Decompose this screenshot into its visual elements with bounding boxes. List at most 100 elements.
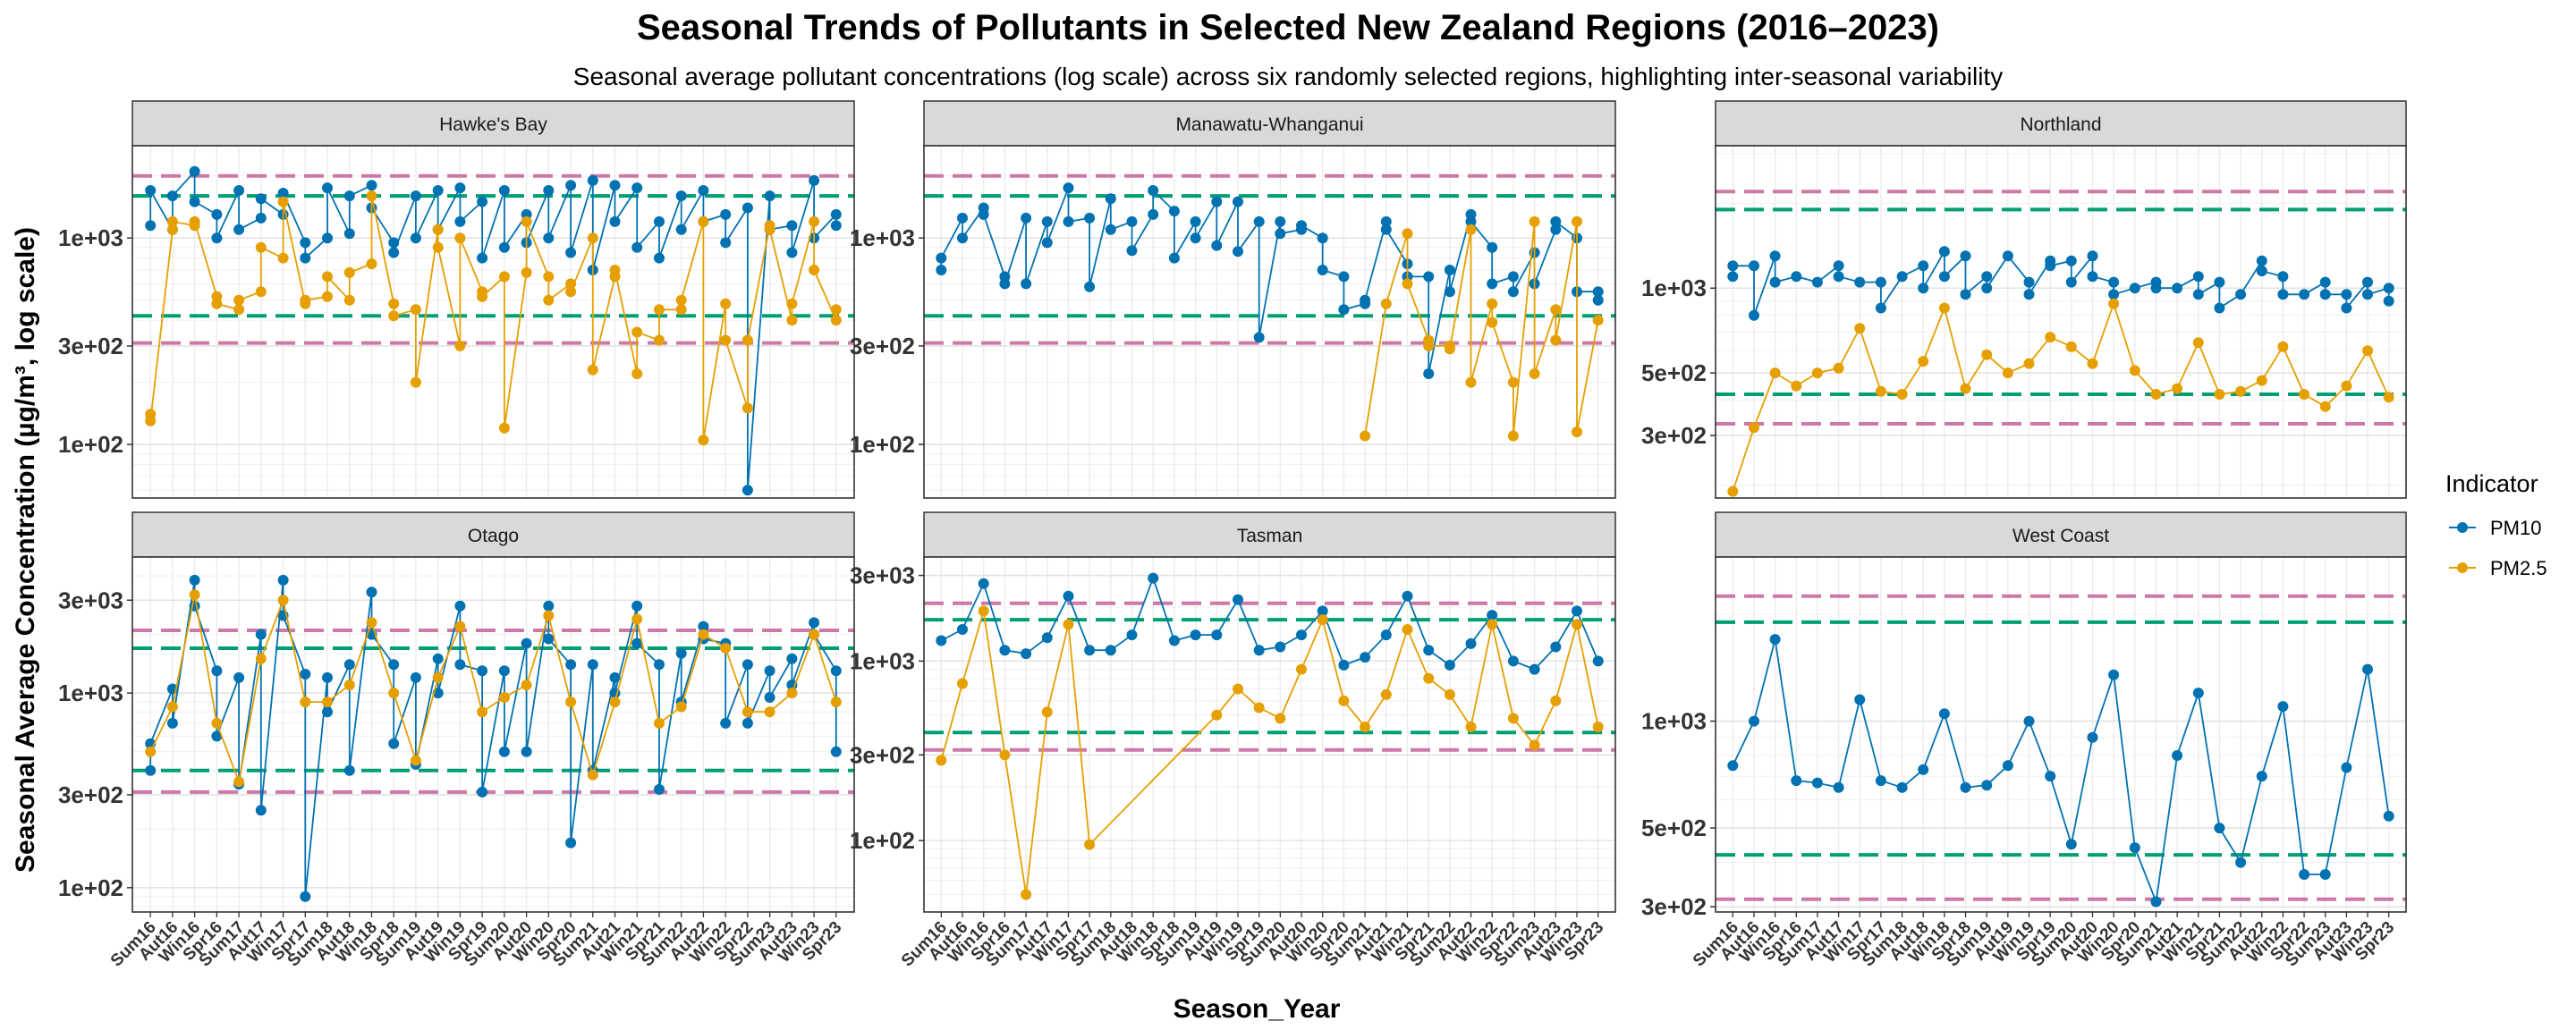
panel-hawke-s-bay-series-pm10-point xyxy=(498,241,510,253)
panel-tasman-series-pm10-point xyxy=(1487,610,1498,621)
panel-northland-series-pm2-5-point xyxy=(2383,392,2394,403)
panel-northland-y-tick-label: 3e+02 xyxy=(1641,422,1707,449)
panel-manawatu-whanganui-series-pm10-point xyxy=(1507,271,1519,283)
panel-otago-series-pm10-point xyxy=(166,717,178,729)
panel-tasman-series-pm2-5-point xyxy=(1380,688,1392,700)
panel-hawke-s-bay-series-pm10-point xyxy=(786,247,798,258)
panel-west-coast-series-pm10-point xyxy=(2192,688,2204,699)
panel-northland-series-pm10-point xyxy=(2319,289,2331,300)
panel-tasman-series-pm10-point xyxy=(1084,645,1096,656)
panel-northland-series-pm2-5-point xyxy=(2045,332,2056,343)
panel-hawke-s-bay-series-pm10-point xyxy=(454,215,466,227)
panel-northland-series-pm10-point xyxy=(1960,289,1971,300)
panel-northland-series-pm10-point xyxy=(2192,271,2204,283)
panel-manawatu-whanganui-series-pm10-point xyxy=(1550,215,1562,227)
panel-otago-series-pm10-point xyxy=(145,764,157,776)
panel-tasman-series-pm2-5-point xyxy=(1063,619,1074,630)
panel-hawke-s-bay-series-pm2-5-point xyxy=(720,298,732,309)
panel-manawatu-whanganui-series-pm2-5-point xyxy=(1592,315,1604,326)
panel-hawke-s-bay-series-pm10-point xyxy=(675,224,687,235)
panel-northland-series-pm10-point xyxy=(2235,289,2247,300)
panel-otago-series-pm10-point xyxy=(764,665,775,677)
panel-tasman-series-pm10-point xyxy=(1233,594,1243,605)
panel-otago-series-pm2-5-point xyxy=(410,755,421,766)
panel-manawatu-whanganui-series-pm10-point xyxy=(936,252,947,264)
panel-northland-series-pm2-5-point xyxy=(2087,358,2098,369)
panel-hawke-s-bay-series-pm2-5-point xyxy=(675,304,687,316)
panel-otago-series-pm2-5-point xyxy=(211,717,223,729)
panel-otago-series-pm10-point xyxy=(741,659,753,671)
panel-manawatu-whanganui-plot-area xyxy=(924,146,1615,498)
panel-hawke-s-bay-series-pm2-5-point xyxy=(609,265,621,275)
panel-manawatu-whanganui-border xyxy=(923,145,1616,499)
panel-northland-y-tick-label: 1e+03 xyxy=(1641,274,1707,301)
panel-west-coast-series-pm10-point xyxy=(2277,701,2289,713)
panel-northland-series-pm2-5-point xyxy=(1854,323,1866,334)
panel-manawatu-whanganui-series-pm10-point xyxy=(1317,265,1328,275)
panel-manawatu-whanganui-y-tick-label: 1e+02 xyxy=(850,431,915,458)
panel-west-coast-series-pm10-point xyxy=(1896,781,1908,793)
panel-hawke-s-bay-series-pm2-5-point xyxy=(565,286,577,298)
panel-hawke-s-bay-series-pm2-5-point xyxy=(145,415,157,426)
panel-northland-series-pm10-point xyxy=(2023,289,2035,300)
panel-west-coast-series-pm10-point xyxy=(1918,764,1929,775)
panel-tasman-series-pm10-point xyxy=(1168,635,1180,646)
panel-manawatu-whanganui-series-pm10-point xyxy=(1233,246,1243,258)
panel-tasman-series-pm10-line xyxy=(940,575,1599,671)
panel-northland-series-pm10-point xyxy=(1918,283,1929,294)
panel-otago-series-pm2-5-point xyxy=(764,706,775,718)
panel-hawke-s-bay-series-pm10-point xyxy=(675,190,687,202)
panel-otago-series-pm10-point xyxy=(366,587,377,598)
panel-manawatu-whanganui-series-pm10-point xyxy=(957,232,968,244)
panel-otago-series-pm10-point xyxy=(498,665,510,677)
panel-hawke-s-bay-series-pm2-5-point xyxy=(432,241,444,253)
panel-hawke-s-bay-series-pm2-5-point xyxy=(233,294,245,306)
panel-tasman-series-pm10-point xyxy=(1317,605,1328,617)
panel-hawke-s-bay-series-pm10-point xyxy=(720,208,732,220)
panel-otago-y-tick-label: 3e+03 xyxy=(58,587,123,613)
panel-otago-series-pm2-5-point xyxy=(432,671,444,683)
panel-hawke-s-bay-series-pm10-point xyxy=(343,190,355,202)
panel-hawke-s-bay-series-pm10-point xyxy=(477,252,488,264)
panel-otago-y-tick-label: 1e+02 xyxy=(58,874,123,901)
panel-tasman-series-pm2-5-point xyxy=(1592,722,1604,732)
panel-manawatu-whanganui-series-pm2-5-point xyxy=(1465,376,1477,388)
panel-northland-series-pm2-5-point xyxy=(2150,389,2162,400)
panel-tasman-series-pm2-5-point xyxy=(999,749,1011,761)
facet-panels: Hawke's Bay1e+023e+021e+03Manawatu-Whang… xyxy=(58,100,2407,971)
panel-tasman-series-pm2-5-point xyxy=(1507,713,1519,724)
panel-tasman-series-pm2-5-point xyxy=(1275,713,1286,724)
panel-tasman-series-pm2-5-point xyxy=(1084,839,1096,850)
panel-hawke-s-bay-series-pm10-point xyxy=(432,185,444,196)
panel-west-coast: West Coast3e+025e+021e+03Sum16Aut16Win16… xyxy=(1641,511,2407,971)
panel-manawatu-whanganui-series-pm10-point xyxy=(1253,215,1265,227)
panel-northland-series-pm10-point xyxy=(2150,283,2162,294)
panel-otago-series-pm10-point xyxy=(300,891,311,902)
panel-northland-series-pm10-point xyxy=(2277,271,2289,283)
panel-manawatu-whanganui-series-pm10-point xyxy=(957,212,968,224)
panel-otago-series-pm2-5-point xyxy=(521,680,532,691)
panel-west-coast-series-pm10-point xyxy=(1960,781,1971,793)
panel-west-coast-series-pm10-point xyxy=(2235,857,2247,868)
panel-manawatu-whanganui-strip xyxy=(923,100,1616,147)
panel-otago-series-pm10-line xyxy=(149,579,837,897)
panel-hawke-s-bay-series-pm2-5-point xyxy=(830,315,842,326)
panel-manawatu-whanganui-series-pm10-point xyxy=(1105,224,1116,235)
panel-hawke-s-bay-border xyxy=(131,145,855,499)
panel-tasman-series-pm10-point xyxy=(1592,655,1604,667)
panel-west-coast-series-pm10-point xyxy=(2341,762,2352,773)
panel-otago-series-pm2-5-point xyxy=(300,697,311,708)
panel-hawke-s-bay-series-pm2-5-point xyxy=(741,334,753,346)
panel-northland-series-pm10-point xyxy=(1833,271,1844,283)
panel-hawke-s-bay-series-pm2-5-point xyxy=(410,304,421,316)
panel-northland-series-pm2-5-line xyxy=(1732,300,2390,492)
panel-otago-series-pm10-point xyxy=(322,671,333,683)
panel-northland-series-pm10-point xyxy=(1769,276,1781,288)
panel-manawatu-whanganui-series-pm10-point xyxy=(1487,241,1498,253)
panel-northland-series-pm2-5-point xyxy=(1981,349,1993,360)
panel-otago-series-pm2-5-point xyxy=(322,697,333,708)
panel-tasman-series-pm2-5-point xyxy=(957,678,968,689)
panel-hawke-s-bay-series-pm10-point xyxy=(410,232,421,244)
panel-hawke-s-bay-series-pm10-point xyxy=(233,224,245,235)
